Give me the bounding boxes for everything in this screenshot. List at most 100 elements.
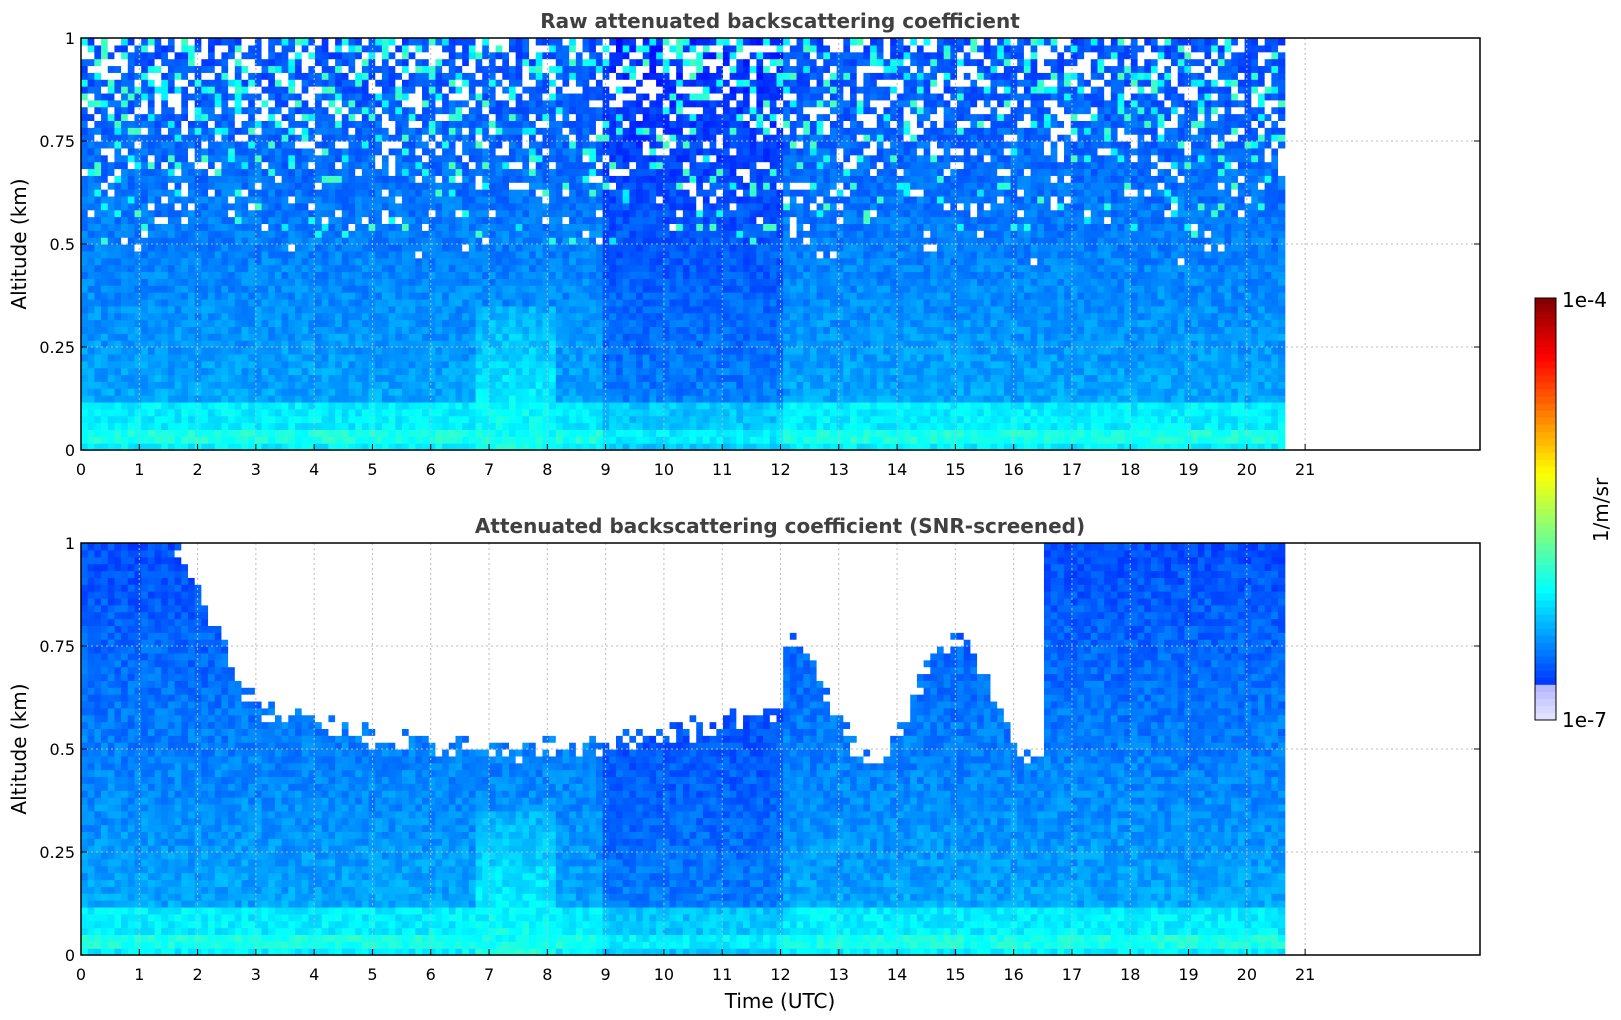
heatmap-cell [201,175,209,183]
heatmap-cell [582,154,590,163]
heatmap-cell [569,347,577,355]
heatmap-cell [121,175,129,183]
heatmap-cell [435,312,443,321]
heatmap-cell [181,278,189,286]
heatmap-cell [595,141,604,149]
heatmap-cell [308,305,316,314]
heatmap-cell [254,168,263,176]
heatmap-cell [87,38,95,46]
heatmap-cell [609,443,617,451]
heatmap-cell [522,65,530,73]
heatmap-cell [549,408,557,417]
heatmap-cell [555,264,564,273]
heatmap-cell [194,38,202,46]
heatmap-cell [214,113,223,121]
heatmap-cell [422,264,430,273]
heatmap-cell [154,264,162,273]
heatmap-cell [455,79,463,87]
heatmap-cell [442,443,450,451]
heatmap-cell [495,374,503,382]
heatmap-cell [381,244,390,252]
heatmap-cell [361,347,370,355]
heatmap-cell [462,388,470,396]
heatmap-cell [381,38,390,46]
heatmap-cell [448,202,457,211]
heatmap-cell [348,333,356,341]
heatmap-cell [636,422,644,430]
heatmap-cell [167,209,176,218]
heatmap-cell [595,182,604,190]
heatmap-cell [101,51,109,60]
heatmap-cell [101,127,109,135]
heatmap-cell [248,58,256,67]
heatmap-cell [468,292,477,300]
heatmap-cell [288,319,296,327]
heatmap-cell [569,120,577,128]
heatmap-cell [375,58,383,67]
heatmap-cell [335,113,343,121]
heatmap-cell [495,367,503,376]
heatmap-cell [488,312,497,321]
heatmap-cell [274,209,283,218]
heatmap-cell [328,326,336,334]
heatmap-cell [127,401,136,410]
heatmap-cell [562,161,570,170]
heatmap-cell [228,230,236,238]
heatmap-cell [214,189,223,197]
heatmap-cell [295,401,303,410]
heatmap-cell [408,175,416,183]
heatmap-cell [488,271,497,279]
heatmap-cell [154,298,162,307]
heatmap-cell [261,408,269,417]
heatmap-cell [381,326,390,334]
heatmap-cell [482,271,490,279]
heatmap-cell [575,72,584,80]
heatmap-cell [154,106,162,115]
heatmap-cell [241,333,249,341]
heatmap-cell [388,395,396,403]
heatmap-cell [214,408,223,417]
heatmap-cell [475,154,483,163]
heatmap-cell [562,340,570,348]
heatmap-cell [87,340,95,348]
heatmap-cell [415,319,423,327]
heatmap-cell [181,168,189,176]
heatmap-cell [529,134,537,142]
heatmap-cell [254,408,263,417]
heatmap-cell [188,92,196,101]
heatmap-cell [542,209,550,218]
heatmap-cell [515,244,523,252]
heatmap-cell [355,202,363,211]
heatmap-cell [375,401,383,410]
heatmap-cell [201,72,209,80]
heatmap-cell [401,120,410,128]
heatmap-cell [315,381,323,389]
heatmap-cell [508,340,517,348]
heatmap-cell [181,401,189,410]
heatmap-cell [422,298,430,307]
heatmap-cell [114,292,122,300]
heatmap-cell [615,134,624,142]
heatmap-cell [455,374,463,382]
heatmap-cell [422,216,430,224]
heatmap-cell [422,305,430,314]
heatmap-cell [401,326,410,334]
heatmap-cell [468,209,477,218]
heatmap-cell [87,237,95,245]
heatmap-cell [154,278,162,286]
heatmap-cell [535,408,544,417]
heatmap-cell [495,230,503,238]
heatmap-cell [515,443,523,451]
heatmap-cell [622,422,630,430]
heatmap-cell [408,223,416,231]
heatmap-cell [288,250,296,259]
heatmap-cell [542,182,550,190]
heatmap-cell [81,360,89,369]
heatmap-cell [368,38,376,46]
heatmap-cell [542,216,550,224]
heatmap-cell [422,44,430,53]
heatmap-cell [462,436,470,444]
heatmap-cell [341,353,350,362]
heatmap-cell [428,305,437,314]
heatmap-cell [234,127,243,135]
